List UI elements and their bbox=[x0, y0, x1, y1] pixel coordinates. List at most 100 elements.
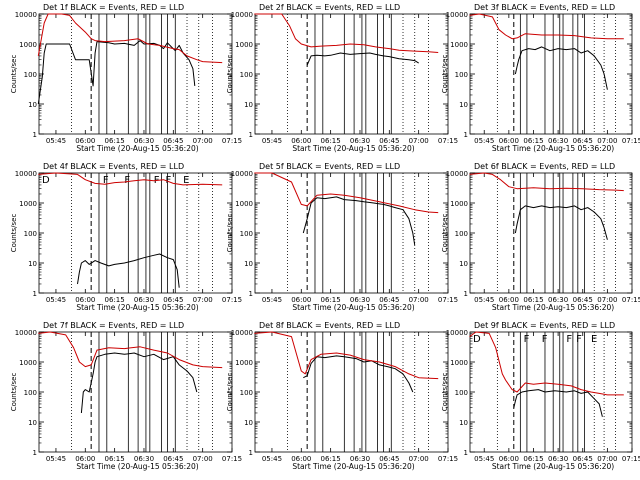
x-axis-label: Start Time (20-Aug-15 05:36:20) bbox=[292, 144, 414, 153]
x-tick-label: 07:00 bbox=[193, 296, 213, 304]
x-tick-label: 06:00 bbox=[75, 137, 95, 145]
x-tick-label: 06:30 bbox=[548, 296, 568, 304]
events-series-line bbox=[302, 196, 416, 245]
lld-series-line bbox=[254, 331, 439, 380]
y-tick-label: 100 bbox=[24, 389, 37, 397]
y-tick-label: 1000 bbox=[450, 359, 468, 367]
y-tick-label: 100 bbox=[455, 389, 468, 397]
y-tick-label: 10 bbox=[459, 419, 468, 427]
x-tick-label: 07:00 bbox=[597, 455, 617, 463]
events-series-line bbox=[513, 389, 603, 417]
y-tick-label: 10000 bbox=[15, 329, 37, 337]
x-tick-label: 07:00 bbox=[597, 296, 617, 304]
panel-title: Det 8f BLACK = Events, RED = LLD bbox=[259, 321, 400, 330]
events-series-line bbox=[514, 46, 608, 90]
x-tick-label: 06:30 bbox=[548, 455, 568, 463]
flag-label: F bbox=[542, 334, 548, 345]
x-tick-label: 05:45 bbox=[474, 296, 494, 304]
x-tick-label: 05:45 bbox=[262, 455, 282, 463]
y-tick-label: 10 bbox=[244, 260, 253, 268]
x-tick-label: 05:45 bbox=[474, 455, 494, 463]
x-tick-label: 06:00 bbox=[291, 296, 311, 304]
plot-frame bbox=[254, 172, 449, 294]
y-tick-label: 1 bbox=[464, 449, 468, 457]
x-tick-label: 06:30 bbox=[350, 455, 370, 463]
events-series-line bbox=[80, 352, 198, 414]
x-tick-label: 05:45 bbox=[262, 137, 282, 145]
lld-series-line bbox=[469, 331, 624, 396]
x-tick-label: 07:15 bbox=[622, 137, 640, 145]
y-tick-label: 1000 bbox=[450, 200, 468, 208]
y-tick-label: 1 bbox=[464, 131, 468, 139]
lld-series-line bbox=[469, 172, 624, 192]
flag-label: F bbox=[566, 334, 572, 345]
x-tick-label: 06:45 bbox=[573, 455, 593, 463]
x-tick-label: 06:15 bbox=[321, 455, 341, 463]
x-tick-label: 07:15 bbox=[222, 455, 242, 463]
panel-3: Det 3f BLACK = Events, RED = LLD 1 10 100 10… bbox=[441, 3, 640, 153]
x-tick-label: 06:00 bbox=[291, 137, 311, 145]
y-tick-label: 10000 bbox=[15, 170, 37, 178]
y-tick-label: 100 bbox=[24, 230, 37, 238]
x-tick-label: 06:15 bbox=[321, 137, 341, 145]
plot-frame bbox=[38, 172, 233, 294]
y-tick-label: 1000 bbox=[19, 41, 37, 49]
panel-7: Det 7f BLACK = Events, RED = LLD 1 10 100 10… bbox=[10, 321, 242, 471]
panel-letter: D bbox=[42, 175, 50, 186]
lld-series-line bbox=[38, 172, 223, 186]
x-tick-label: 06:15 bbox=[321, 296, 341, 304]
x-tick-label: 06:30 bbox=[134, 296, 154, 304]
x-tick-label: 06:45 bbox=[379, 455, 399, 463]
y-tick-label: 10 bbox=[28, 260, 37, 268]
y-axis-label: Counts/sec bbox=[226, 373, 234, 412]
y-tick-label: 1000 bbox=[19, 359, 37, 367]
flag-label: F bbox=[165, 175, 171, 186]
plot-frame bbox=[469, 331, 633, 453]
panel-4: Det 4f BLACK = Events, RED = LLD 1 10 100 10… bbox=[10, 162, 242, 312]
y-tick-label: 1000 bbox=[235, 200, 253, 208]
y-axis-label: Counts/sec bbox=[441, 214, 449, 253]
x-tick-label: 06:15 bbox=[523, 137, 543, 145]
x-tick-label: 05:45 bbox=[474, 137, 494, 145]
flag-label: E bbox=[591, 334, 597, 345]
y-tick-label: 1000 bbox=[235, 41, 253, 49]
x-tick-label: 06:00 bbox=[75, 455, 95, 463]
y-tick-label: 100 bbox=[240, 230, 253, 238]
y-tick-label: 1 bbox=[464, 290, 468, 298]
x-tick-label: 06:45 bbox=[163, 455, 183, 463]
x-tick-label: 07:15 bbox=[622, 455, 640, 463]
x-tick-label: 07:00 bbox=[409, 455, 429, 463]
flag-label: E bbox=[183, 175, 189, 186]
y-tick-label: 10 bbox=[28, 101, 37, 109]
y-tick-label: 1 bbox=[249, 131, 253, 139]
y-tick-label: 10 bbox=[459, 260, 468, 268]
panel-title: Det 2f BLACK = Events, RED = LLD bbox=[259, 3, 400, 12]
x-tick-label: 07:00 bbox=[597, 137, 617, 145]
x-tick-label: 07:15 bbox=[438, 296, 458, 304]
y-tick-label: 1000 bbox=[235, 359, 253, 367]
plot-frame bbox=[254, 13, 449, 135]
y-tick-label: 1 bbox=[33, 131, 37, 139]
x-tick-label: 07:15 bbox=[438, 137, 458, 145]
x-tick-label: 07:15 bbox=[438, 455, 458, 463]
y-tick-label: 10 bbox=[28, 419, 37, 427]
x-tick-label: 06:15 bbox=[105, 296, 125, 304]
flag-label: F bbox=[124, 175, 130, 186]
x-tick-label: 05:45 bbox=[46, 137, 66, 145]
x-tick-label: 06:45 bbox=[163, 296, 183, 304]
y-tick-label: 10 bbox=[459, 101, 468, 109]
plot-frame bbox=[469, 13, 633, 135]
panel-2: Det 2f BLACK = Events, RED = LLD 1 10 100 10… bbox=[226, 3, 458, 153]
x-tick-label: 06:30 bbox=[548, 137, 568, 145]
y-axis-label: Counts/sec bbox=[10, 373, 18, 412]
y-tick-label: 10000 bbox=[446, 329, 468, 337]
x-tick-label: 06:30 bbox=[134, 137, 154, 145]
panel-6: Det 6f BLACK = Events, RED = LLD 1 10 100 10… bbox=[441, 162, 640, 312]
x-axis-label: Start Time (20-Aug-15 05:36:20) bbox=[292, 462, 414, 471]
events-series-line bbox=[514, 205, 608, 240]
panel-9: Det 9f BLACK = Events, RED = LLD 1 10 100 10… bbox=[441, 321, 640, 471]
y-tick-label: 10000 bbox=[15, 11, 37, 19]
events-series-line bbox=[306, 52, 419, 66]
y-tick-label: 100 bbox=[24, 71, 37, 79]
panel-letter: D bbox=[473, 334, 481, 345]
